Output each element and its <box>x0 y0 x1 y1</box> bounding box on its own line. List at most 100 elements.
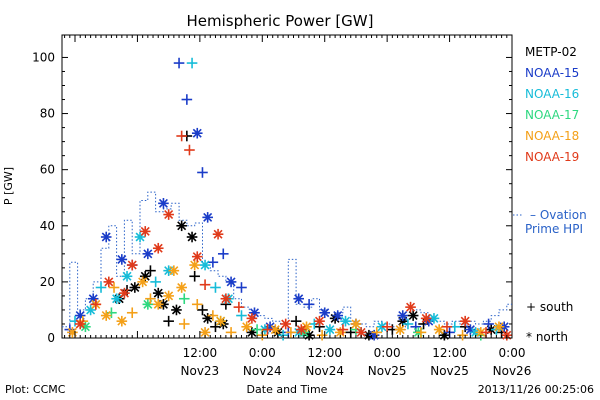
hemisphere-legend-north: * north <box>526 330 568 344</box>
data-point-noaa-15 <box>207 256 219 268</box>
data-point-noaa-18 <box>207 310 219 321</box>
legend-item-metp-02: METP-02 <box>525 45 577 59</box>
chart-title: Hemispheric Power [GW] <box>187 12 374 30</box>
data-point-noaa-15 <box>332 310 344 321</box>
data-point-noaa-18 <box>168 265 180 276</box>
data-point-noaa-18 <box>116 315 128 327</box>
plot-timestamp: 2013/11/26 00:25:06 <box>478 383 594 396</box>
data-point-noaa-19 <box>459 315 471 327</box>
data-point-noaa-18 <box>285 327 297 338</box>
legend-item-noaa-15: NOAA-15 <box>525 66 579 80</box>
data-point-metp-02 <box>189 270 200 282</box>
data-point-noaa-19 <box>90 299 102 310</box>
data-point-noaa-19 <box>337 324 349 335</box>
legend: METP-02 NOAA-15 NOAA-16 NOAA-17 NOAA-18 NOAA-… <box>513 45 587 344</box>
data-point-noaa-16 <box>121 270 133 282</box>
data-point-noaa-15 <box>303 299 315 310</box>
data-point-metp-02 <box>186 231 198 243</box>
data-point-noaa-15 <box>173 57 185 69</box>
x-axis-label: Date and Time <box>247 383 328 396</box>
data-point-noaa-15 <box>217 248 229 260</box>
data-point-metp-02 <box>176 220 187 232</box>
data-point-noaa-15 <box>293 293 305 305</box>
legend-item-noaa-16: NOAA-16 <box>525 87 579 101</box>
data-point-noaa-19 <box>152 242 164 254</box>
data-point-noaa-19 <box>176 130 187 142</box>
data-point-noaa-18 <box>163 290 174 302</box>
y-axis-label: P [GW] <box>2 167 15 205</box>
data-point-noaa-16 <box>199 259 211 271</box>
data-point-noaa-15 <box>116 254 128 265</box>
data-point-noaa-15 <box>181 94 193 105</box>
plot-frame <box>61 34 513 339</box>
data-point-noaa-16 <box>428 313 440 324</box>
data-point-metp-02 <box>152 287 164 299</box>
data-point-noaa-16 <box>210 282 221 293</box>
x-tick-label-date: Nov23 <box>181 364 220 378</box>
hemisphere-legend-south: + south <box>526 300 573 314</box>
data-point-noaa-16 <box>402 318 414 330</box>
data-point-noaa-18 <box>433 324 445 335</box>
ovation-legend-label-2: Prime HPI <box>525 222 583 236</box>
y-tick-label: 0 <box>47 331 55 345</box>
data-point-noaa-19 <box>184 144 195 156</box>
data-point-noaa-15 <box>319 307 331 319</box>
data-point-noaa-18 <box>241 321 252 333</box>
data-point-noaa-15 <box>191 127 203 139</box>
y-tick-label: 60 <box>40 163 55 177</box>
data-point-noaa-18 <box>178 318 190 330</box>
data-point-noaa-19 <box>405 301 416 313</box>
data-point-noaa-18 <box>152 299 164 310</box>
x-tick-label-time: 12:00 <box>307 346 342 360</box>
data-point-noaa-19 <box>119 287 130 299</box>
data-point-noaa-19 <box>381 321 393 333</box>
data-point-noaa-19 <box>441 321 453 333</box>
data-point-noaa-15 <box>236 282 247 293</box>
x-tick-label-date: Nov24 <box>243 364 282 378</box>
data-point-noaa-18 <box>215 315 226 327</box>
data-point-noaa-15 <box>158 198 169 209</box>
data-point-noaa-15 <box>100 231 112 243</box>
data-point-noaa-15 <box>197 167 208 178</box>
data-point-noaa-19 <box>246 313 258 324</box>
data-point-noaa-19 <box>314 315 325 327</box>
x-tick-label-time: 12:00 <box>183 346 218 360</box>
data-point-noaa-19 <box>199 279 211 290</box>
data-point-noaa-15 <box>202 212 213 223</box>
ovation-hpi-line <box>62 191 512 331</box>
data-point-noaa-16 <box>186 57 198 69</box>
ovation-legend-label: – Ovation <box>530 208 587 222</box>
data-point-noaa-19 <box>233 301 245 313</box>
data-point-noaa-18 <box>126 307 138 319</box>
data-point-noaa-17 <box>178 293 190 305</box>
x-tick-label-time: 0:00 <box>249 346 276 360</box>
data-point-metp-02 <box>210 321 221 333</box>
data-point-noaa-18 <box>176 282 187 293</box>
x-tick-label-date: Nov25 <box>368 364 407 378</box>
data-point-noaa-18 <box>350 318 362 330</box>
data-point-noaa-19 <box>212 228 224 240</box>
data-point-noaa-16 <box>340 315 351 327</box>
data-point-noaa-18 <box>108 282 120 293</box>
data-point-noaa-19 <box>163 209 174 220</box>
legend-item-noaa-18: NOAA-18 <box>525 129 579 143</box>
data-point-noaa-16 <box>236 310 247 321</box>
data-point-noaa-16 <box>324 324 336 335</box>
data-point-noaa-18 <box>415 327 427 338</box>
data-point-noaa-16 <box>111 293 122 305</box>
data-point-noaa-16 <box>95 282 107 293</box>
data-point-noaa-18 <box>394 324 406 335</box>
data-point-noaa-19 <box>280 318 291 330</box>
axes: 0 20 40 60 80 100 12:00 Nov23 0:00 Nov24 12:00 Nov2… <box>32 35 531 378</box>
data-points <box>64 57 513 341</box>
data-point-noaa-19 <box>139 226 151 237</box>
data-point-metp-02 <box>129 282 141 293</box>
x-tick-label-time: 0:00 <box>499 346 526 360</box>
x-tick-label-time: 0:00 <box>374 346 401 360</box>
data-point-noaa-19 <box>296 324 307 335</box>
data-point-metp-02 <box>407 310 419 321</box>
data-point-noaa-18 <box>100 310 112 321</box>
data-point-noaa-19 <box>126 259 138 271</box>
data-point-noaa-18 <box>189 259 200 271</box>
